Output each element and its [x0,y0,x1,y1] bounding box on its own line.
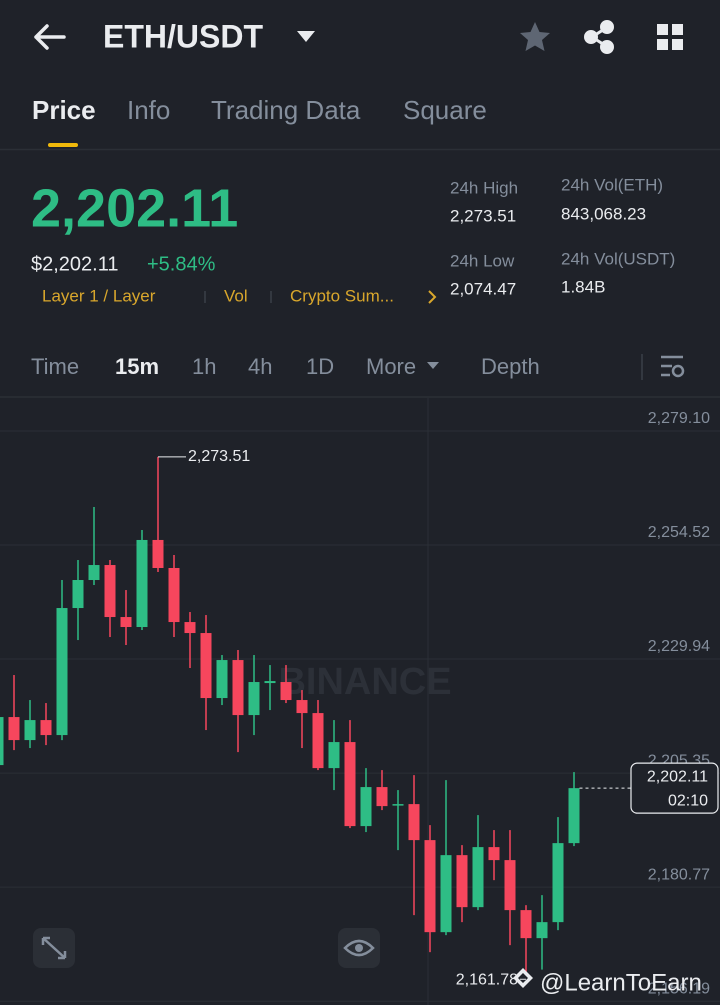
price-change: +5.84% [147,253,216,275]
binance-logo [513,968,533,988]
stat-value: 2,273.51 [450,206,516,225]
candle-body [456,855,468,908]
y-tick-label: 2,254.52 [648,524,710,541]
last-price-box [630,762,719,814]
share-icon[interactable] [584,20,614,54]
tab[interactable]: Trading Data [211,95,361,125]
last-price: 2,202.11 [31,178,238,238]
back-button[interactable] [34,24,66,50]
fullscreen-button[interactable] [33,928,75,968]
tag[interactable]: Crypto Sum... [290,286,394,305]
tag[interactable]: Vol [224,286,248,305]
stat-label: 24h Low [450,251,515,270]
candle-body [520,910,532,939]
interval[interactable]: 1h [192,354,216,379]
candle-body [104,565,116,618]
stat-value: 1.84B [561,277,605,296]
candle-body [440,855,452,933]
pair-dropdown[interactable] [297,31,315,42]
candle-body [248,682,260,716]
y-tick-label: 2,229.94 [648,638,710,655]
stat-label: 24h Vol(ETH) [561,175,663,194]
candle-body [408,804,420,841]
candle-body [328,742,340,769]
candle-body [136,539,148,628]
more-dropdown[interactable] [427,362,439,369]
candle-body [296,700,308,714]
candle-body [40,720,52,736]
chart-settings-icon[interactable] [661,355,685,378]
candle-body [168,567,180,623]
tab[interactable]: Price [32,95,96,125]
last-price-label: 2,202.11 [647,768,708,785]
interval[interactable]: 15m [115,354,159,379]
interval[interactable]: More [366,354,416,379]
tag[interactable]: Layer 1 / Layer [42,286,156,305]
candle-body [56,608,68,736]
candle-body [488,847,500,861]
candle-body [200,633,212,699]
candle-body [536,922,548,939]
candle-body [552,843,564,923]
tab[interactable]: Square [403,95,487,125]
stat-value: 2,074.47 [450,279,516,298]
candle-body [264,681,276,684]
usd-price: $2,202.11 [31,253,119,275]
pair-title[interactable]: ETH/USDT [103,18,263,54]
candle-body [72,580,84,609]
interval[interactable]: Time [31,354,79,379]
candle-body [0,717,4,766]
candle-body [88,565,100,581]
candle-body [232,660,244,716]
high-label: 2,273.51 [188,448,250,465]
candle-body [24,720,36,741]
candle-body [8,717,20,741]
candle-body [280,682,292,701]
y-tick-label: 2,180.77 [648,866,710,883]
candlestick-chart: 2,279.102,254.522,229.942,205.352,180.77… [0,410,720,1002]
candle-body [504,860,516,911]
candle-body [152,539,164,568]
candle-body [568,788,580,844]
candle-body [392,804,404,806]
favorite-icon[interactable] [520,22,550,51]
stat-label: 24h High [450,178,518,197]
low-label: 2,161.78 [456,971,518,988]
interval[interactable]: Depth [481,354,540,379]
y-tick-label: 2,156.19 [648,980,710,997]
stat-label: 24h Vol(USDT) [561,249,675,268]
stat-value: 843,068.23 [561,204,646,223]
candle-body [184,622,196,634]
grid-menu-icon[interactable] [657,24,683,50]
candle-body [424,840,436,933]
candle-body [344,742,356,827]
candle-body [360,787,372,827]
tag-more-arrow[interactable] [428,290,437,304]
candle-body [472,847,484,908]
watermark: BINANCE [278,661,451,703]
credit: @LearnToEarn [540,969,702,996]
y-tick-label: 2,279.10 [648,410,710,427]
tab[interactable]: Info [127,95,170,125]
interval[interactable]: 4h [248,354,272,379]
candle-body [312,713,324,769]
interval[interactable]: 1D [306,354,334,379]
tab-indicator [48,143,78,147]
candle-body [216,660,228,699]
candle-body [376,787,388,807]
visibility-button[interactable] [338,928,380,968]
candle-body [120,617,132,628]
countdown-label: 02:10 [668,792,708,809]
